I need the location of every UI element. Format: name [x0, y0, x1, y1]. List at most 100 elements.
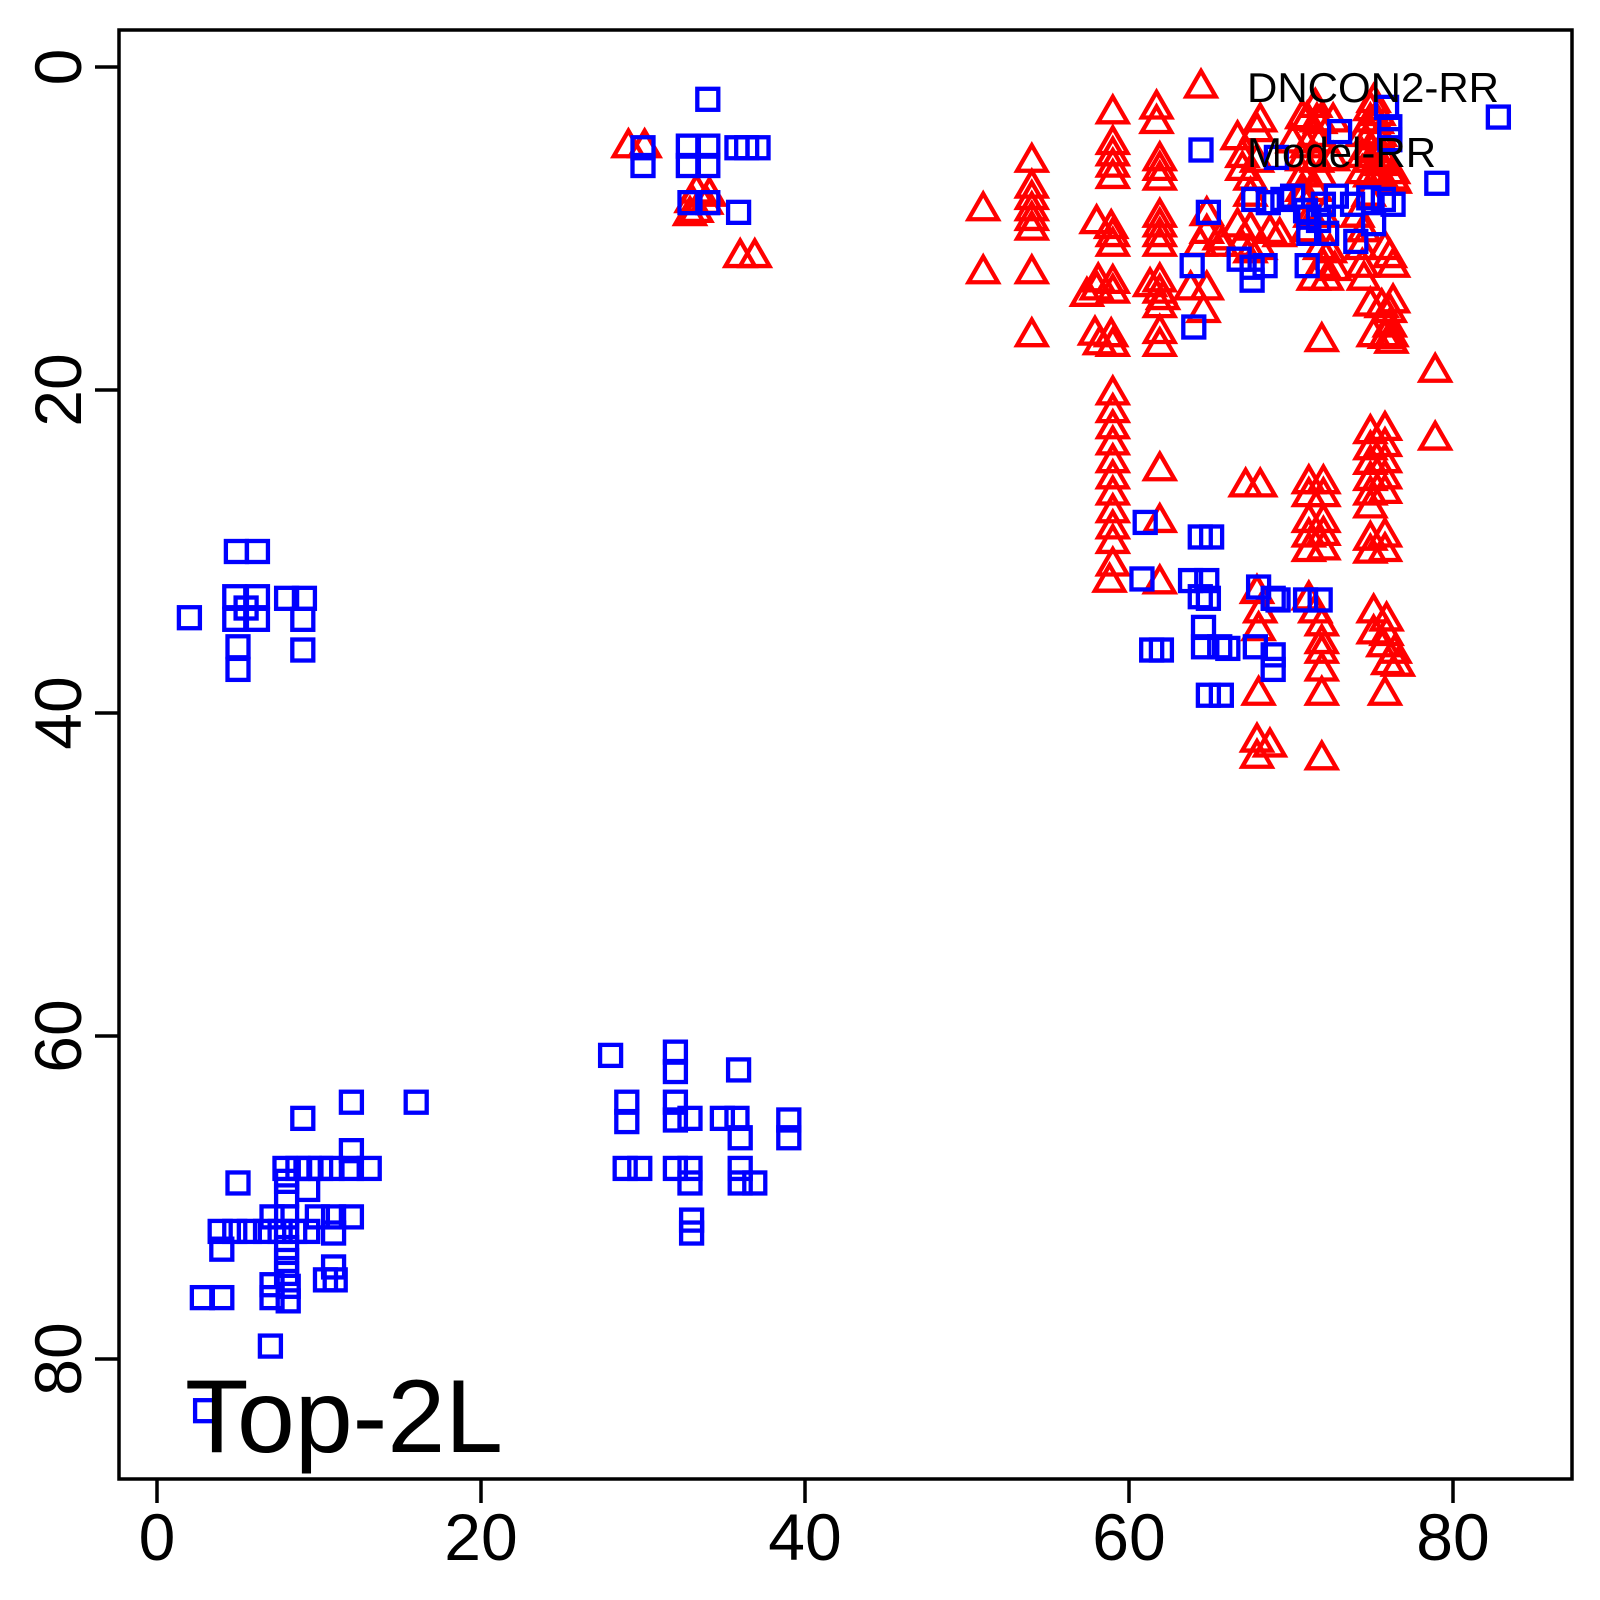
triangle-point [1141, 205, 1179, 238]
square-point [1279, 183, 1306, 209]
square-point [662, 1155, 689, 1182]
square-point [273, 1204, 300, 1230]
square-point [1377, 127, 1403, 153]
square-point [1326, 118, 1353, 145]
square-point [223, 538, 250, 565]
triangle-point [1013, 189, 1051, 222]
triangle-point [1238, 110, 1276, 143]
legend-entry: DNCON2-RR [1182, 64, 1499, 111]
square-point [222, 1218, 248, 1245]
square-point [1239, 267, 1265, 293]
triangle-point [1141, 501, 1179, 534]
triangle-point [1094, 145, 1132, 178]
square-point [272, 1155, 298, 1182]
triangle-point [1304, 514, 1342, 546]
triangle-point [1366, 530, 1404, 563]
square-point [627, 1155, 653, 1182]
square-point [207, 1218, 233, 1245]
square-point [320, 1254, 347, 1280]
square-point [727, 1170, 753, 1196]
square-point [1380, 191, 1406, 217]
triangle-point [1094, 262, 1132, 295]
y-axis-tick-label: 40 [21, 676, 95, 749]
annotation-top2l: Top-2L [185, 1359, 503, 1475]
triangle-point [1304, 528, 1342, 561]
triangle-point [1078, 202, 1116, 235]
legend-square-marker [1188, 137, 1214, 163]
square-point [1226, 246, 1252, 272]
square-point [1313, 220, 1340, 246]
square-point [1148, 637, 1175, 663]
square-point [236, 1218, 262, 1245]
triangle-point [1141, 325, 1179, 358]
triangle-point [1094, 391, 1132, 424]
square-point [1215, 635, 1241, 662]
square-point [1194, 567, 1220, 594]
square-point [1424, 170, 1450, 196]
triangle-point [1013, 178, 1051, 211]
square-point [612, 1155, 638, 1182]
square-point [338, 1089, 365, 1115]
triangle-point [1379, 644, 1417, 677]
square-point [1129, 566, 1155, 592]
square-point [338, 1155, 365, 1182]
square-point [273, 1234, 300, 1261]
triangle-point [1363, 286, 1401, 319]
triangle-point [1094, 271, 1132, 304]
square-point [1195, 199, 1222, 226]
square-point [1260, 642, 1286, 668]
square-point [273, 1247, 300, 1274]
triangle-point [1240, 609, 1278, 642]
square-point [1181, 314, 1207, 340]
triangle-point [1013, 252, 1051, 285]
square-point [695, 152, 721, 179]
triangle-point [1374, 245, 1412, 278]
triangle-point [1416, 418, 1454, 451]
square-point [776, 1125, 802, 1151]
triangle-point [1091, 560, 1128, 593]
triangle-point [1366, 457, 1404, 490]
triangle-point [1238, 736, 1276, 769]
triangle-point [1094, 507, 1132, 540]
triangle-point [1013, 208, 1051, 241]
triangle-point [1094, 457, 1132, 490]
triangle-point [1366, 515, 1404, 548]
triangle-point [1355, 591, 1393, 624]
square-point [1310, 191, 1337, 217]
square-point [225, 656, 251, 683]
square-point [1132, 509, 1158, 536]
x-axis-tick-label: 80 [1416, 1500, 1489, 1574]
square-point [259, 1204, 285, 1230]
triangle-point [964, 189, 1002, 222]
triangle-point [1094, 325, 1132, 358]
triangle-point [1303, 738, 1341, 771]
square-point [695, 190, 721, 216]
x-axis-tick-label: 60 [1092, 1500, 1165, 1574]
triangle-point [678, 191, 715, 224]
legend-triangle-marker [1182, 66, 1220, 99]
square-point [209, 1284, 235, 1311]
triangle-point [1343, 136, 1381, 169]
triangle-point [1345, 258, 1383, 291]
square-point [267, 1218, 293, 1245]
legend: DNCON2-RR Model-RR [1182, 64, 1499, 176]
square-point [677, 1155, 703, 1182]
square-point [290, 637, 316, 663]
square-point [725, 1057, 752, 1083]
square-point [662, 1058, 689, 1085]
square-point [295, 1218, 321, 1245]
square-point [1195, 682, 1222, 708]
square-point [727, 1125, 753, 1151]
triangle-point [1092, 207, 1130, 240]
y-axis-tick-label: 60 [21, 999, 95, 1072]
square-point [322, 1267, 348, 1293]
square-point [614, 1108, 640, 1135]
square-point [1179, 252, 1205, 279]
triangle-point [1094, 373, 1132, 406]
square-point [225, 1170, 251, 1196]
triangle-point [1373, 315, 1410, 348]
square-point [742, 1170, 768, 1196]
triangle-point [1141, 149, 1179, 182]
